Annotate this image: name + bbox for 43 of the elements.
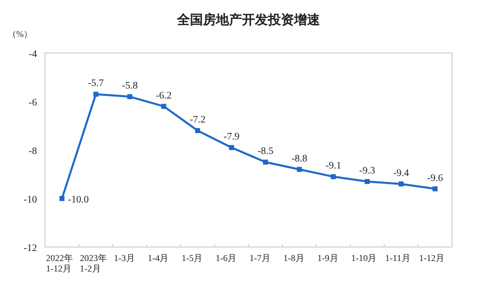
data-label: -8.5 (258, 146, 274, 158)
y-tick-label: -10 (24, 194, 37, 206)
x-tick-label: 1-12月 (419, 253, 445, 263)
y-tick-label: -12 (24, 243, 37, 254)
point (93, 92, 98, 97)
y-axis-title: （%） (7, 29, 33, 39)
data-label: -9.3 (359, 166, 376, 177)
data-label: -5.7 (88, 78, 104, 90)
data-label: -9.4 (393, 168, 410, 179)
point (59, 196, 64, 201)
x-tick-label: 2023年 1-2月 (80, 253, 107, 274)
chart-title: 全国房地产开发投资增速 (176, 12, 321, 28)
x-tick-label: 1-6月 (216, 253, 237, 263)
point (330, 174, 336, 180)
data-label: -6.2 (156, 90, 172, 102)
point (262, 160, 268, 165)
data-label: -9.6 (427, 172, 443, 184)
x-tick-label: 1-9月 (317, 253, 338, 263)
point (161, 104, 166, 109)
point (195, 128, 200, 134)
data-label: -7.2 (190, 114, 206, 126)
x-tick-label: 1-8月 (283, 253, 304, 263)
data-label: -5.8 (122, 80, 138, 92)
point (364, 179, 370, 184)
x-tick-label: 1-3月 (114, 253, 135, 263)
data-label: -10.0 (68, 194, 89, 206)
x-tick-label: 1-5月 (182, 253, 203, 263)
x-tick-label: 1-4月 (148, 253, 169, 263)
data-label: -7.9 (224, 132, 240, 143)
x-tick-label: 2022年 1-12月 (46, 253, 73, 274)
point (229, 145, 234, 150)
point (432, 186, 438, 192)
data-label: -8.8 (291, 153, 308, 164)
data-label: -9.1 (325, 160, 342, 172)
point (296, 166, 302, 172)
y-tick-label: -4 (28, 49, 37, 60)
x-tick-label: 1-11月 (385, 253, 410, 263)
x-tick-label: 1-7月 (250, 253, 270, 263)
point (127, 94, 132, 100)
y-tick-label: -8 (28, 146, 37, 157)
point (398, 181, 404, 186)
x-tick-label: 1-10月 (351, 253, 377, 263)
y-tick-label: -6 (28, 98, 37, 108)
